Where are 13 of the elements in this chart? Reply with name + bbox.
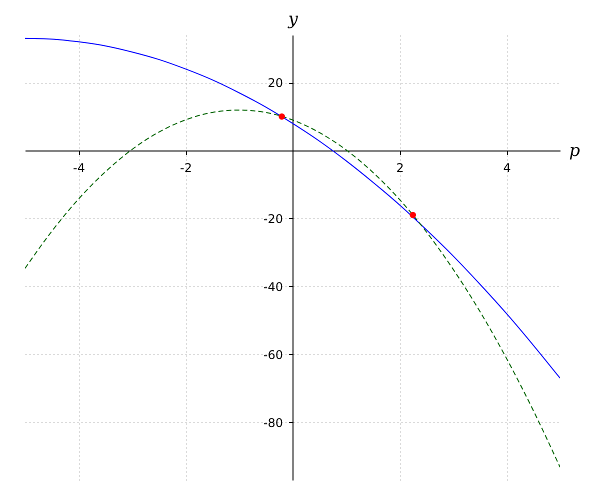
y-tick-label: -60 bbox=[263, 348, 283, 362]
line-series bbox=[25, 38, 560, 379]
y-tick-label: -80 bbox=[263, 416, 283, 430]
x-tick-label: 4 bbox=[503, 160, 511, 175]
x-axis-title: p bbox=[569, 140, 580, 161]
x-tick-label: -4 bbox=[73, 160, 85, 175]
line-series bbox=[25, 110, 560, 468]
x-tick-label: 2 bbox=[396, 160, 404, 175]
y-tick-label: -20 bbox=[263, 212, 283, 226]
y-axis-title: y bbox=[287, 10, 298, 30]
x-tick-label: -2 bbox=[180, 160, 192, 175]
y-tick-label: -40 bbox=[263, 280, 283, 294]
y-tick-label: 20 bbox=[268, 76, 283, 90]
